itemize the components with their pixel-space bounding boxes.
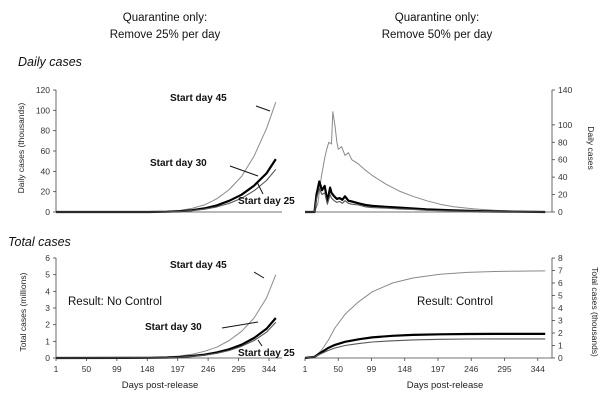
result-no-control-label: Result: No Control [68,296,162,308]
total-right-x-tick-label: 148 [398,364,412,374]
total-left-y-tick-label: 6 [45,253,50,263]
total-left-x-tick-label: 99 [112,364,122,374]
total-right-y-axis-title: Total cases (thousands) [590,267,600,357]
daily-left-y-tick-label: 20 [41,187,51,197]
daily-right-series-start-day-25 [305,187,546,213]
daily-left-y-tick-label: 40 [41,166,51,176]
daily-cases-right-panel: 0 20 40 60 80 100 140 [305,85,572,217]
total-right-y-tick-label: 4 [558,303,563,313]
daily-right-y-axis-title: Daily cases [586,126,596,169]
left-column-title-line1: Quarantine only: [123,12,207,24]
total-right-x-tick-label: 295 [497,364,511,374]
total-arrow-start-day-45 [253,271,265,279]
right-column-title-line1: Quarantine only: [395,12,479,24]
daily-right-y-tick-label: 80 [558,137,568,147]
total-cases-section-label: Total cases [8,235,71,249]
daily-cases-section-label: Daily cases [18,55,82,69]
total-right-x-tick-label: 50 [334,364,344,374]
total-left-y-tick-label: 4 [45,286,50,296]
daily-arrow-start-day-30 [229,165,259,177]
total-right-y-tick-label: 6 [558,278,563,288]
total-right-y-tick-label: 0 [558,353,563,363]
total-right-y-tick-label: 5 [558,291,563,301]
total-right-x-axis-title: Days post-release [407,380,484,391]
total-left-y-tick-label: 0 [45,353,50,363]
result-control-label: Result: Control [417,296,493,308]
daily-right-series-start-day-45 [305,111,546,213]
left-column-title-line2: Remove 25% per day [110,29,221,41]
daily-cases-left-panel: 0 20 40 60 80 100 120 [36,85,282,217]
total-left-x-tick-label: 246 [201,364,215,374]
total-arrow-start-day-30 [221,321,259,329]
daily-left-y-tick-label: 60 [41,146,51,156]
total-left-x-tick-label: 197 [171,364,185,374]
total-right-y-tick-label: 1 [558,341,563,351]
total-right-series-start-day-45 [304,270,546,359]
total-right-y-tick-label: 7 [558,266,563,276]
daily-right-y-tick-label: 140 [558,85,572,95]
total-right-x-tick-label: 1 [303,364,308,374]
daily-right-y-tick-label: 40 [558,172,568,182]
total-right-x-tick-label: 197 [431,364,445,374]
daily-left-y-tick-label: 120 [36,85,50,95]
right-column-title-line2: Remove 50% per day [382,29,493,41]
total-right-series-start-day-30 [304,332,546,360]
total-right-y-tick-label: 8 [558,253,563,263]
total-left-x-tick-label: 1 [54,364,59,374]
total-annotation-start-day-45: Start day 45 [170,260,227,271]
total-right-x-tick-label: 344 [531,364,545,374]
total-left-y-axis-title: Total cases (millions) [18,272,28,351]
total-right-x-tick-label: 246 [464,364,478,374]
total-left-x-tick-label: 344 [262,364,276,374]
total-left-x-axis-title: Days post-release [122,380,199,391]
daily-annotation-start-day-25: Start day 25 [238,196,295,207]
daily-right-y-tick-label: 100 [558,120,572,130]
daily-left-series-start-day-25 [56,168,277,213]
total-left-series-start-day-25 [55,321,277,359]
daily-right-y-tick-label: 0 [558,207,563,217]
daily-arrow-start-day-45 [255,105,271,112]
total-right-series-start-day-25 [304,338,546,359]
daily-left-y-tick-label: 0 [45,207,50,217]
total-left-x-tick-label: 295 [231,364,245,374]
total-left-y-tick-label: 2 [45,320,50,330]
daily-left-y-tick-label: 100 [36,105,50,115]
daily-left-y-tick-label: 80 [41,126,51,136]
daily-arrow-start-day-25 [256,181,264,195]
total-cases-right-panel: 0 1 2 3 4 5 6 7 8 1 50 99 148 197 246 295 344 [303,253,563,374]
total-annotation-start-day-25: Start day 25 [238,348,295,359]
total-right-y-tick-label: 2 [558,328,563,338]
total-right-x-tick-label: 99 [367,364,377,374]
total-left-y-tick-label: 1 [45,336,50,346]
daily-right-y-tick-label: 20 [558,190,568,200]
total-right-y-tick-label: 3 [558,316,563,326]
total-left-x-tick-label: 148 [140,364,154,374]
total-left-x-tick-label: 50 [82,364,92,374]
daily-annotation-start-day-30: Start day 30 [150,158,207,169]
daily-right-series-start-day-30 [305,180,546,214]
total-left-y-tick-label: 5 [45,270,50,280]
daily-annotation-start-day-45: Start day 45 [170,93,227,104]
total-left-y-tick-label: 3 [45,303,50,313]
total-annotation-start-day-30: Start day 30 [145,322,202,333]
daily-right-y-tick-label: 60 [558,155,568,165]
total-arrow-start-day-25 [257,339,263,347]
daily-left-y-axis-title: Daily cases (thousands) [16,102,26,193]
